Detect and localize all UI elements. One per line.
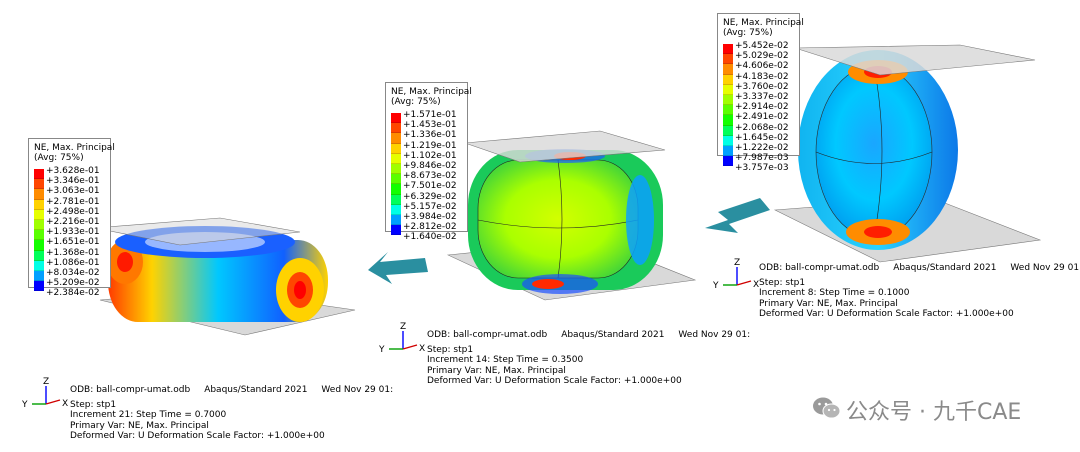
legend-colorbar (391, 113, 401, 236)
ball-cut-face (815, 65, 933, 239)
legend-values: +5.452e-02 +5.029e-02 +4.606e-02 +4.183e-0… (735, 41, 789, 174)
legend-step8: NE, Max. Principal (Avg: 75%) +5.452e-02… (717, 13, 804, 173)
legend-step14: NE, Max. Principal (Avg: 75%) +1.571e-01… (385, 82, 472, 242)
svg-text:Y: Y (379, 345, 385, 355)
top-plate (794, 44, 1036, 76)
legend-title: NE, Max. Principal (Avg: 75%) (723, 18, 804, 39)
axis-triad-icon: Z Y X (22, 377, 68, 410)
arrow-right-to-middle (705, 198, 770, 233)
svg-text:Y: Y (713, 281, 719, 291)
info-step14: ODB: ball-compr-umat.odb Abaqus/Standard … (427, 330, 751, 387)
legend-values: +1.571e-01 +1.453e-01 +1.336e-01 +1.219e-0… (403, 110, 457, 243)
legend-title: NE, Max. Principal (Avg: 75%) (391, 87, 472, 108)
ball-cut-face (477, 159, 639, 279)
legend-colorbar (34, 169, 44, 292)
svg-text:Z: Z (734, 258, 740, 268)
axis-triad-icon: Z Y X (379, 322, 425, 355)
model-2-ball (446, 130, 697, 301)
legend-values: +3.628e-01 +3.346e-01 +3.063e-01 +2.781e-0… (46, 166, 100, 299)
svg-text:Z: Z (400, 322, 406, 332)
wechat-logo-icon (813, 397, 841, 419)
legend-colorbar (723, 44, 733, 167)
arrow-middle-to-left (368, 252, 428, 284)
svg-text:X: X (753, 280, 759, 290)
top-plate (94, 217, 301, 246)
svg-text:X: X (62, 399, 68, 409)
top-plate (464, 130, 666, 163)
watermark-text: 公众号 · 九千CAE (846, 400, 1022, 425)
axis-triad-icon: Z Y X (713, 258, 759, 291)
svg-text:Y: Y (22, 400, 28, 410)
legend-title: NE, Max. Principal (Avg: 75%) (34, 143, 115, 164)
model-1-ball (94, 217, 356, 336)
legend-step21: NE, Max. Principal (Avg: 75%) +3.628e-01… (28, 138, 115, 298)
info-step8: ODB: ball-compr-umat.odb Abaqus/Standard … (759, 263, 1080, 320)
svg-text:Z: Z (43, 377, 49, 387)
ball-body (108, 240, 328, 322)
svg-text:X: X (419, 344, 425, 354)
info-step21: ODB: ball-compr-umat.odb Abaqus/Standard … (70, 385, 394, 442)
model-3-ball (773, 44, 1042, 263)
